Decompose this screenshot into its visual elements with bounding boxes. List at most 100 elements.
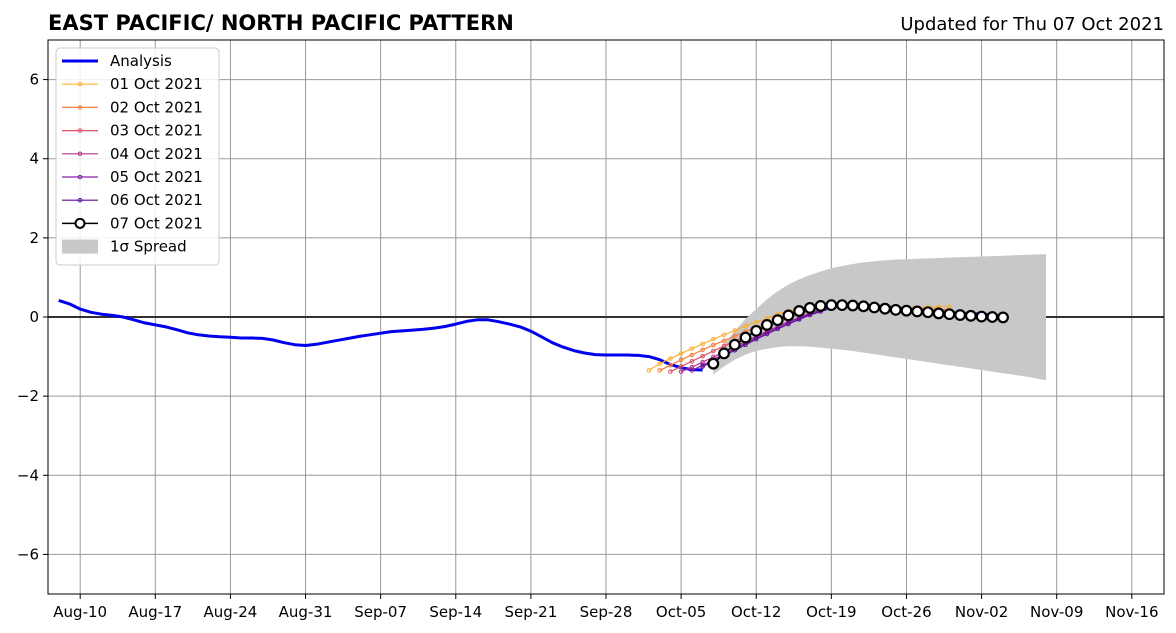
legend-handle-marker — [77, 151, 83, 157]
forecast-point — [743, 323, 748, 329]
plot-area: Aug-10 Aug-17 Aug-24 Aug-31 Sep-07 Sep-14 Sep-… — [17, 39, 1165, 621]
legend-handle-marker — [74, 217, 86, 229]
legend: Analysis 01 Oct 2021 02 Oct 2021 03 Oct 202… — [55, 47, 220, 266]
legend-label: Analysis — [110, 52, 172, 70]
forecast-point — [668, 356, 673, 361]
forecast-point — [997, 311, 1009, 324]
y-tick-label: 4 — [29, 150, 39, 168]
forecast-point — [846, 299, 859, 312]
legend-label: 01 Oct 2021 — [110, 75, 203, 93]
x-tick-label: Oct-19 — [806, 603, 856, 621]
x-tick-label: Aug-31 — [279, 603, 333, 621]
x-tick-label: Aug-24 — [204, 603, 258, 621]
forecast-point — [857, 300, 870, 313]
x-tick-label: Sep-07 — [354, 603, 407, 621]
forecast-point — [689, 368, 695, 373]
forecast-point — [668, 362, 673, 368]
spread-band — [713, 254, 1046, 381]
updated-label: Updated for Thu 07 Oct 2021 — [900, 14, 1164, 35]
forecast-point — [700, 347, 705, 353]
forecast-point — [750, 324, 763, 337]
x-tick-label: Nov-09 — [1030, 603, 1083, 621]
forecast-point — [678, 369, 684, 374]
forecast-point — [911, 305, 924, 318]
forecast-point — [825, 299, 838, 312]
forecast-point — [711, 342, 716, 348]
chart-title: EAST PACIFIC/ NORTH PACIFIC PATTERN — [48, 11, 514, 35]
y-tick-label: −2 — [17, 387, 39, 405]
forecast-point — [932, 307, 945, 320]
forecast-point — [964, 309, 977, 322]
forecast-point — [986, 311, 999, 323]
x-tick-label: Oct-26 — [881, 603, 931, 621]
forecast-point — [868, 301, 881, 314]
forecast-point — [954, 309, 967, 321]
forecast-point — [646, 368, 652, 373]
x-tick-label: Sep-21 — [504, 603, 557, 621]
legend-handle-marker — [77, 81, 83, 87]
x-tick-label: Aug-10 — [53, 603, 107, 621]
forecast-point — [814, 300, 827, 312]
forecast-point — [803, 301, 816, 314]
legend-label: 04 Oct 2021 — [110, 145, 203, 163]
forecast-point — [721, 332, 727, 338]
forecast-point — [922, 306, 934, 319]
forecast-point — [732, 333, 738, 339]
forecast-point — [761, 319, 773, 331]
forecast-point — [721, 338, 727, 344]
forecast-point — [739, 331, 752, 344]
forecast-point — [678, 351, 684, 356]
legend-handle-marker — [77, 197, 83, 203]
forecast-point — [764, 331, 770, 337]
forecast-point — [732, 328, 738, 333]
forecast-point — [689, 346, 695, 351]
forecast-point — [700, 353, 705, 359]
forecast-point — [900, 304, 913, 317]
x-tick-label: Nov-02 — [955, 603, 1008, 621]
legend-box — [55, 47, 220, 266]
x-tick-label: Nov-16 — [1105, 603, 1158, 621]
forecast-point — [668, 369, 673, 374]
forecast-point — [943, 308, 956, 321]
legend-handle-patch — [62, 239, 98, 254]
forecast-point — [786, 321, 791, 327]
forecast-point — [753, 336, 759, 342]
forecast-point — [678, 364, 684, 369]
forecast-point — [879, 302, 891, 315]
y-tick-label: −4 — [17, 466, 39, 484]
legend-label: 02 Oct 2021 — [110, 98, 203, 116]
legend-label: 03 Oct 2021 — [110, 122, 203, 140]
forecast-point — [771, 314, 784, 327]
forecast-point — [975, 310, 988, 323]
forecast-point — [889, 303, 902, 316]
legend-label: 06 Oct 2021 — [110, 191, 203, 209]
y-tick-label: 0 — [29, 308, 39, 326]
y-tick-label: 2 — [29, 229, 39, 247]
legend-label: 1σ Spread — [110, 238, 187, 256]
forecast-point — [689, 359, 695, 364]
forecast-point — [678, 357, 684, 363]
forecast-point — [700, 341, 705, 347]
y-tick-label: 6 — [29, 71, 39, 89]
x-tick-label: Oct-05 — [656, 603, 706, 621]
legend-label: 05 Oct 2021 — [110, 168, 203, 186]
forecast-point — [753, 319, 759, 325]
forecast-point — [775, 326, 780, 332]
axes-frame — [47, 39, 1165, 595]
x-tick-label: Oct-12 — [731, 603, 781, 621]
forecast-point — [657, 361, 662, 366]
x-tick-label: Sep-28 — [580, 603, 633, 621]
forecast-point — [689, 352, 695, 358]
forecast-point — [718, 347, 730, 360]
legend-label: 07 Oct 2021 — [110, 214, 203, 232]
forecast-point — [782, 309, 795, 322]
forecast-point — [711, 348, 716, 354]
forecast-point — [711, 336, 716, 342]
forecast-point — [728, 338, 741, 351]
forecast-point — [793, 305, 806, 317]
forecast-point — [836, 299, 848, 312]
y-tick-label: −6 — [17, 545, 39, 563]
legend-handle-marker — [77, 105, 83, 110]
legend-handle-marker — [77, 128, 83, 133]
